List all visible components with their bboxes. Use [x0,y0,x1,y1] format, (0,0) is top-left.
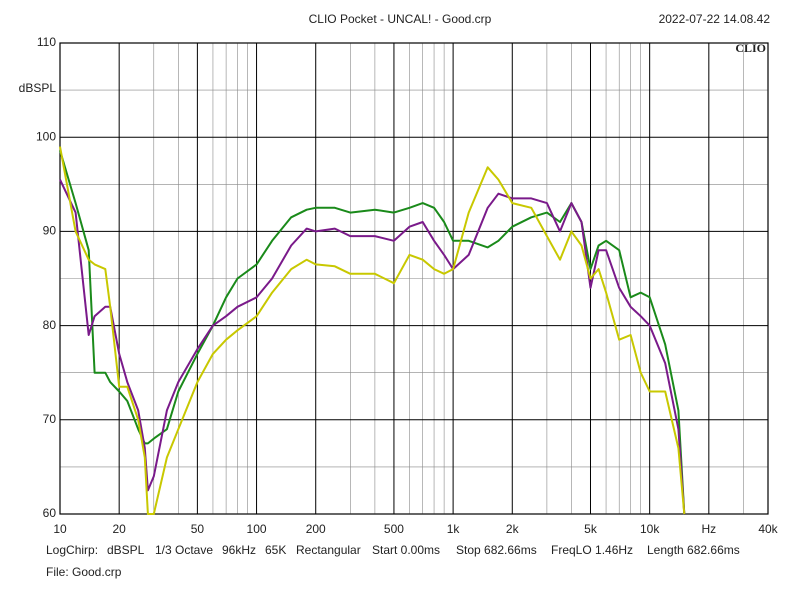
x-tick-label: 10k [640,522,660,536]
x-tick-label: 1k [447,522,461,536]
y-tick-label: 90 [43,224,57,238]
info-label: Stop 682.66ms [456,543,537,557]
info-label: 1/3 Octave [155,543,213,557]
y-tick-label: 60 [43,506,57,520]
info-label: Start 0.00ms [372,543,440,557]
info-label: 96kHz [222,543,256,557]
series-line [59,146,686,515]
x-tick-label: 40k [758,522,778,536]
y-tick-label: 100 [36,129,56,143]
x-tick-label: 20 [112,522,126,536]
timestamp: 2022-07-22 14.08.42 [659,12,771,26]
series-line [59,179,686,515]
x-tick-label: 50 [191,522,205,536]
x-tick-label: 200 [306,522,326,536]
x-tick-label: 2k [506,522,520,536]
x-tick-label: Hz [701,522,716,536]
info-label: dBSPL [107,543,145,557]
y-axis-label: dBSPL [19,81,57,95]
info-label: Length 682.66ms [647,543,740,557]
x-tick-label: 10 [53,522,67,536]
x-tick-label: 500 [384,522,404,536]
info-label: LogChirp: [46,543,98,557]
chart-title: CLIO Pocket - UNCAL! - Good.crp [309,12,492,26]
x-tick-label: 100 [247,522,267,536]
y-tick-label: 80 [43,318,57,332]
info-label: Rectangular [296,543,361,557]
y-tick-label: 110 [37,35,56,49]
info-label: 65K [265,543,286,557]
x-tick-label: 5k [584,522,598,536]
watermark: CLIO [735,41,766,55]
info-label: FreqLO 1.46Hz [551,543,633,557]
file-label: File: Good.crp [46,565,122,579]
y-tick-label: 70 [43,412,57,426]
